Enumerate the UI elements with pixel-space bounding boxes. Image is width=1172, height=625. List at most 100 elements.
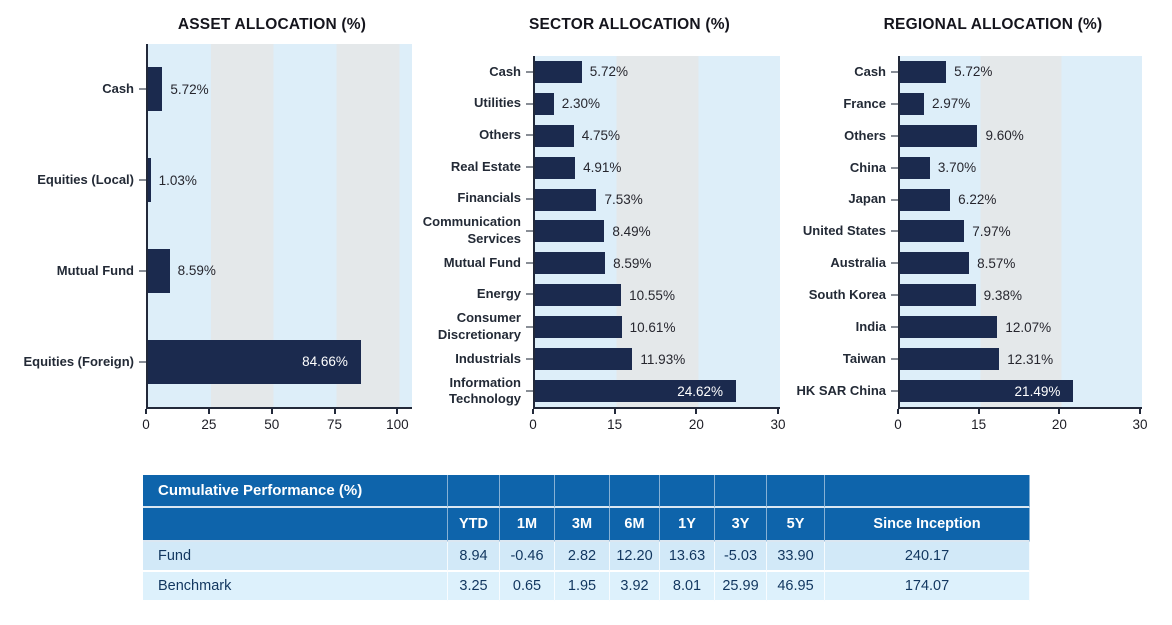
bar-row: 5.72% [535,56,780,88]
category-label: Cash [854,63,886,79]
category-tick [526,357,533,360]
x-axis-tick [695,409,698,414]
bar [148,67,163,112]
table-cell: 8.94 [448,542,500,572]
category-label: United States [802,223,886,239]
bar [900,348,1000,371]
category-tick [526,102,533,105]
regional-x-axis: 0 15 20 30 [894,409,1148,437]
category-label-row: Energy [421,279,533,311]
bar-row: 4.75% [535,120,780,152]
table-cell: 174.07 [825,572,1030,602]
table-header-empty-cell [660,475,715,508]
chart-title-sector-allocation: SECTOR ALLOCATION (%) [528,16,731,33]
sector-allocation-chart: SECTOR ALLOCATION (%) Cash Utilities Other… [421,10,786,437]
bar-value-label: 2.97% [931,96,971,112]
bar-row: 84.66% [148,316,412,407]
category-label: India [855,319,886,335]
category-label-row: Cash [791,56,898,88]
table-row: Benchmark 3.25 0.65 1.95 3.92 8.01 25.99 46.95 1… [143,572,1030,602]
bar-value-label: 5.72% [170,81,209,97]
x-axis-tick-label: 30 [770,417,786,432]
bar [900,188,951,211]
category-tick [891,198,898,201]
table-title: Cumulative Performance (%) [143,475,448,508]
table-row-label: Benchmark [143,572,448,602]
category-label-row: Information Technology [421,375,533,408]
bar: 24.62% [535,380,737,403]
bar-row: 8.57% [900,247,1142,279]
category-label-row: South Korea [791,279,898,311]
category-label-row: Australia [791,247,898,279]
bar-value-label: 10.61% [629,319,676,335]
bar-value-label: 7.53% [604,192,643,208]
x-axis-tick-label: 0 [529,417,537,432]
category-label-row: India [791,311,898,343]
x-axis-tick-label: 0 [142,417,150,432]
category-label: Utilities [474,95,521,111]
category-label-row: Mutual Fund [421,247,533,279]
bar-value-label: 9.60% [985,128,1024,144]
bar-row: 2.97% [900,88,1142,120]
x-axis-tick [613,409,616,414]
chart-title-regional-allocation: REGIONAL ALLOCATION (%) [883,16,1103,33]
table-title-row: Cumulative Performance (%) [143,475,1030,508]
x-axis-tick [977,409,980,414]
category-label: Others [844,127,886,143]
bar-row: 9.38% [900,279,1142,311]
bar [900,316,998,339]
table-header-cell: 5Y [767,508,825,542]
category-tick [139,88,146,91]
sector-category-labels: Cash Utilities Others Real Estate Financials… [421,56,533,407]
category-tick [526,229,533,232]
bar [535,348,633,371]
table-header-cell: 3M [555,508,610,542]
x-axis-tick-label: 25 [201,417,217,432]
bar-row: 10.61% [535,311,780,343]
bar-value-label: 12.07% [1005,319,1052,335]
category-label-row: France [791,88,898,120]
x-axis-tick [145,409,147,414]
table-cell: 46.95 [767,572,825,602]
category-label: Cash [102,81,134,97]
category-label: Cash [489,63,521,79]
bar: 21.49% [900,380,1074,403]
bar-value-label: 21.49% [1014,383,1061,399]
bar-value-label: 8.57% [977,255,1016,271]
table-header-cell: YTD [448,508,500,542]
bar-value-label: 12.31% [1007,351,1054,367]
table-cell: 2.82 [555,542,610,572]
table-header-cell: 1M [500,508,555,542]
category-label: Communication Services [422,214,521,246]
bar-row: 8.59% [148,226,412,317]
table-cell: -0.46 [500,542,555,572]
bar-value-label: 8.59% [177,263,216,279]
x-axis-tick-label: 75 [327,417,343,432]
category-label: Mutual Fund [56,262,134,278]
bar-value-label: 8.49% [612,223,651,239]
category-tick [139,179,146,182]
bar [900,252,970,275]
bar-row: 8.49% [535,216,780,248]
category-label: Industrials [455,350,521,366]
table-cell: 0.65 [500,572,555,602]
category-tick [526,70,533,73]
x-axis-tick-label: 50 [264,417,280,432]
table-cell: 1.95 [555,572,610,602]
x-axis-tick-label: 15 [607,417,623,432]
table-row: Fund 8.94 -0.46 2.82 12.20 13.63 -5.03 33.90 240… [143,542,1030,572]
table-cell: 3.25 [448,572,500,602]
bar-value-label: 3.70% [937,160,977,176]
category-tick [891,134,898,137]
table-header-empty-cell [767,475,825,508]
bar [148,158,151,203]
category-tick [891,230,898,233]
chart-title-asset-allocation: ASSET ALLOCATION (%) [177,16,367,33]
x-axis-tick [532,409,534,414]
bar-row: 12.31% [900,343,1142,375]
cumulative-performance-table: Cumulative Performance (%) YTD 1M 3M 6M 1Y 3Y 5… [143,475,1030,602]
category-tick [891,102,898,105]
bar-value-label: 4.91% [583,160,622,176]
category-label: Financials [457,190,521,206]
table-header-empty-cell [143,508,448,542]
